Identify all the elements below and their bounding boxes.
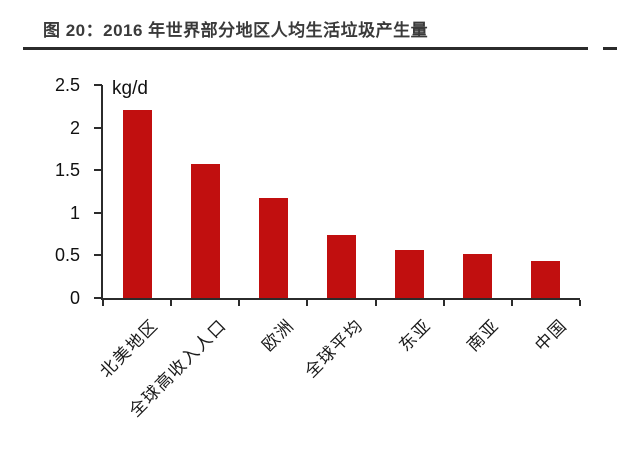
figure-title: 图 20：2016 年世界部分地区人均生活垃圾产生量: [43, 21, 429, 40]
x-axis-tick: [306, 300, 309, 306]
y-tick-label: 2.5: [54, 75, 80, 95]
x-tick-label: 全球平均: [300, 315, 367, 382]
bar: [258, 198, 288, 298]
x-tick-label: 南亚: [463, 315, 503, 356]
y-axis-unit-label: kg/d: [112, 78, 148, 99]
y-axis-line: [101, 85, 103, 300]
y-axis-tick: [94, 84, 102, 86]
x-axis-tick: [170, 300, 173, 306]
bar: [122, 109, 152, 298]
x-axis-tick: [442, 300, 445, 306]
y-tick-label: 2: [69, 117, 80, 138]
x-axis-tick: [238, 300, 241, 306]
x-axis-tick: [510, 300, 513, 306]
bar: [531, 260, 561, 298]
y-axis-tick: [94, 169, 102, 172]
y-axis-tick: [94, 126, 102, 129]
bar: [327, 234, 356, 298]
bar: [395, 250, 425, 298]
x-axis-tick: [374, 300, 377, 306]
bar: [190, 164, 220, 298]
x-tick-label: 东亚: [395, 315, 435, 356]
bar: [463, 253, 493, 298]
y-axis-tick: [94, 297, 102, 299]
y-tick-label: 1: [69, 202, 80, 223]
title-underline-dash: [603, 47, 617, 50]
y-axis-tick: [94, 254, 102, 257]
y-tick-label: 0.5: [54, 245, 80, 266]
x-axis-tick: [579, 300, 581, 306]
x-axis-tick: [102, 300, 104, 306]
y-axis-tick: [94, 211, 102, 214]
title-underline: [23, 47, 588, 50]
x-tick-label: 欧洲: [258, 315, 299, 356]
y-tick-label: 1.5: [54, 160, 80, 181]
y-tick-label: 0: [69, 288, 80, 308]
x-tick-label: 中国: [531, 315, 571, 356]
x-axis-line: [101, 298, 580, 300]
